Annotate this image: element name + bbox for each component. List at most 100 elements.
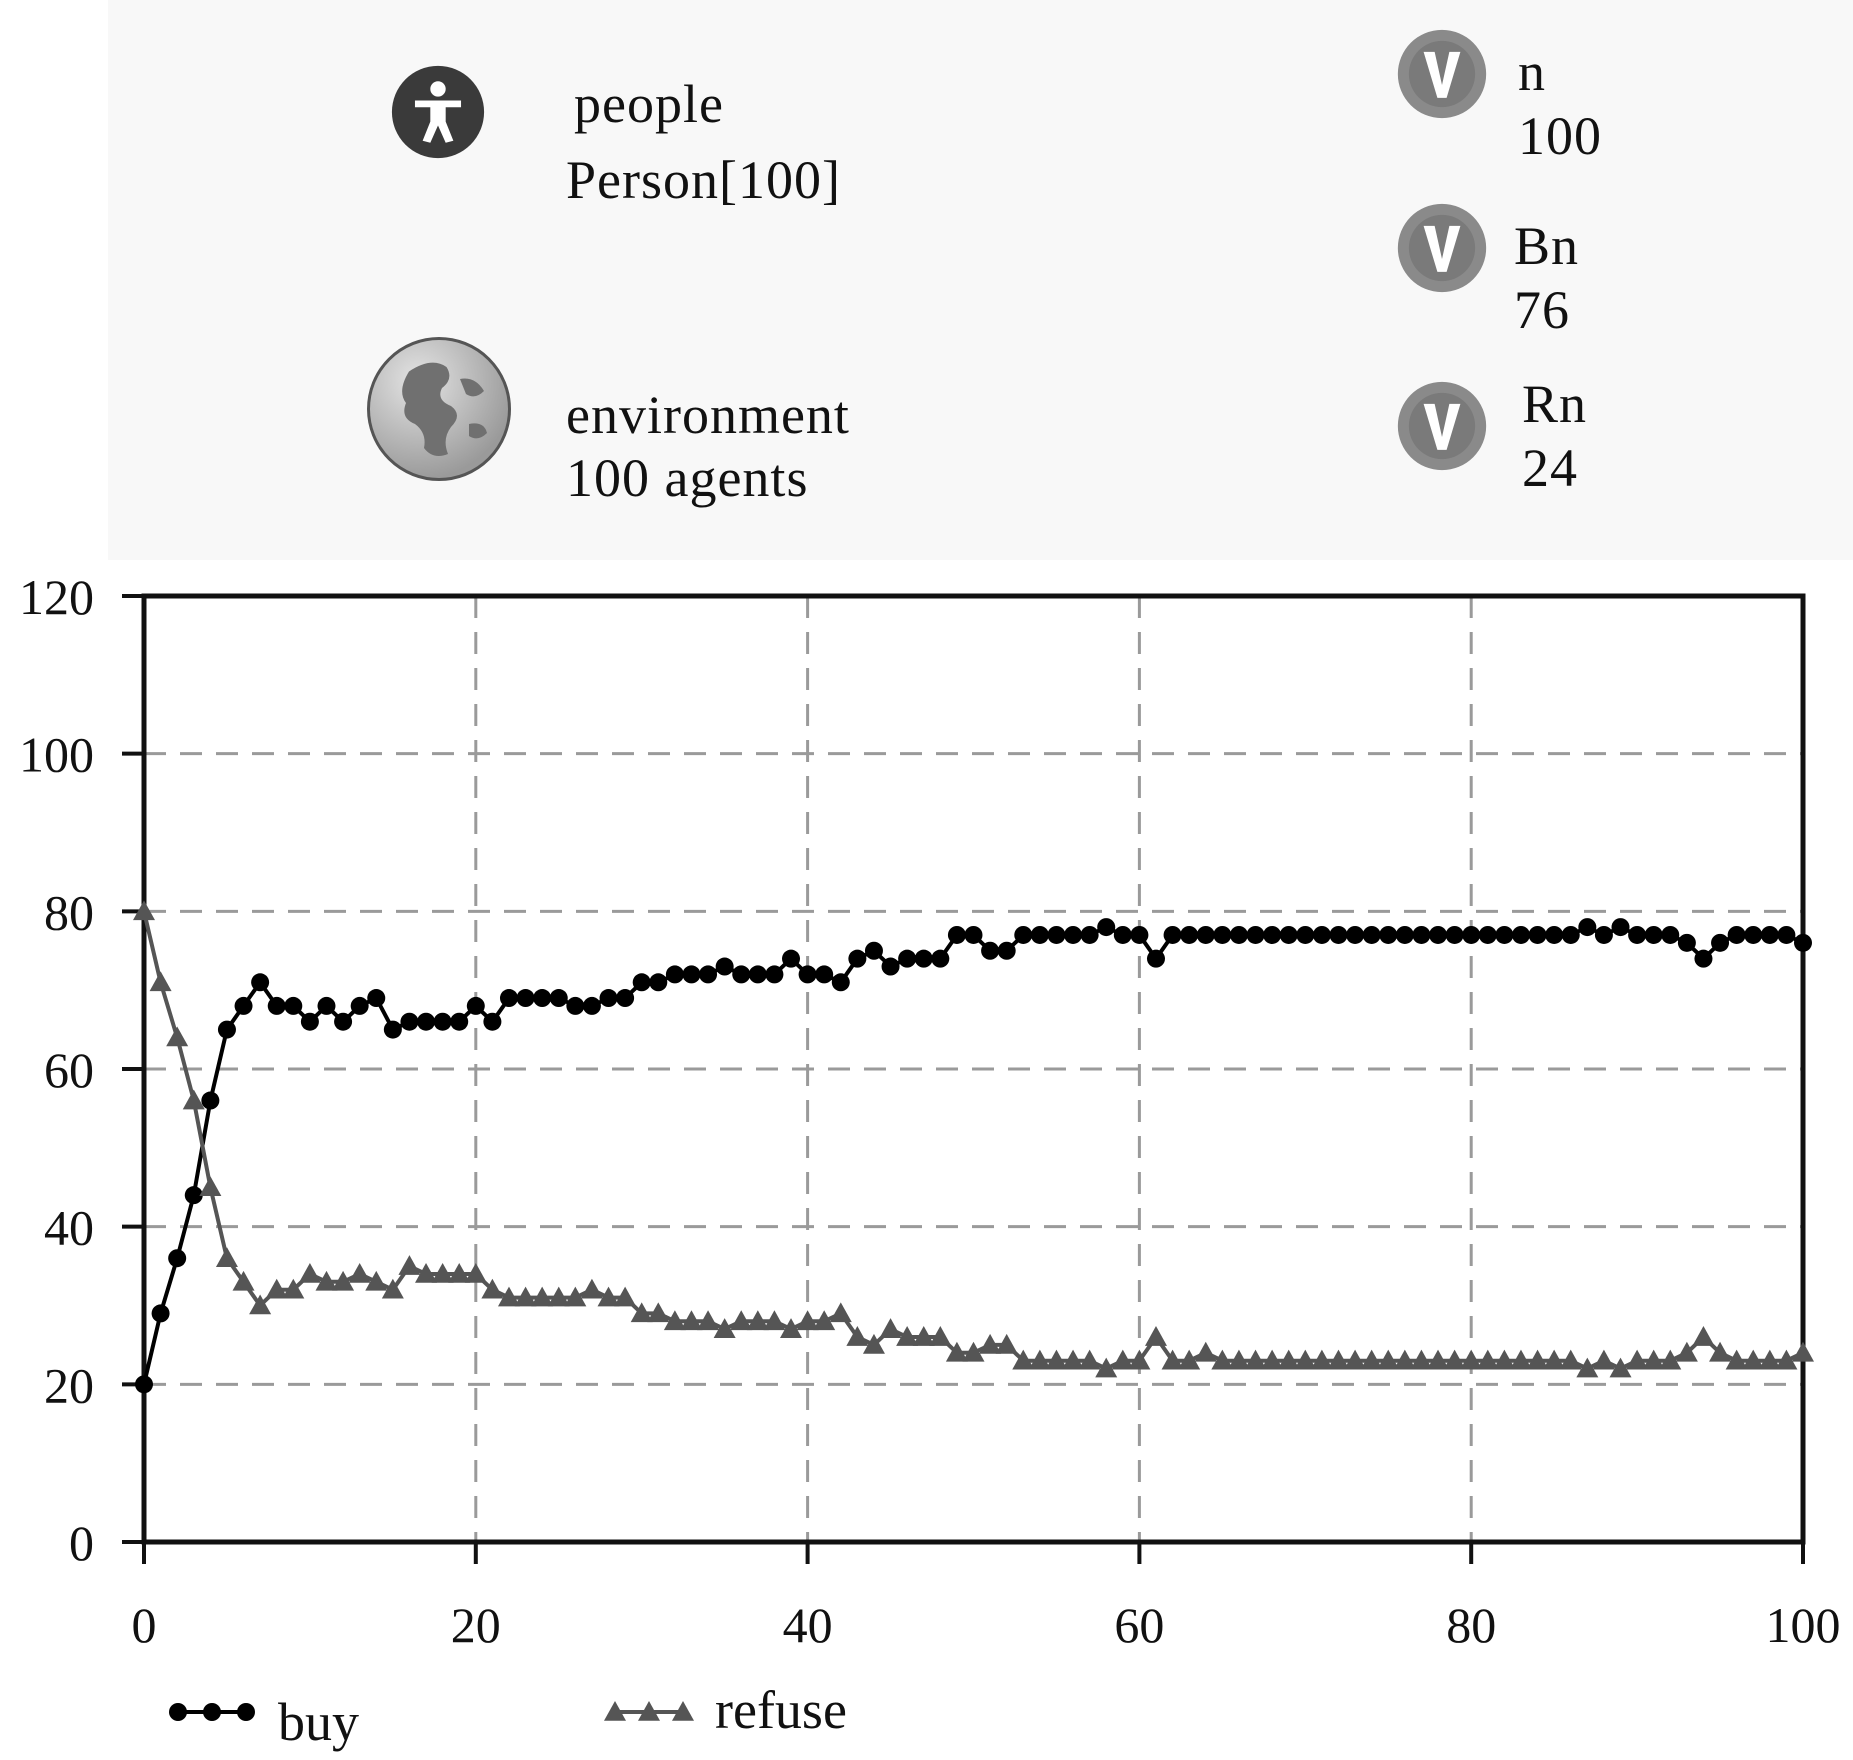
data-point-buy — [914, 949, 933, 968]
data-point-refuse — [1476, 1349, 1499, 1370]
data-point-buy — [549, 989, 568, 1008]
data-point-refuse — [580, 1278, 603, 1299]
data-point-buy — [1213, 925, 1232, 944]
variable-icon[interactable] — [1396, 380, 1488, 472]
data-point-refuse — [265, 1278, 288, 1299]
data-point-buy — [1429, 925, 1448, 944]
y-tick-label: 80 — [44, 884, 94, 940]
data-point-buy — [168, 1249, 187, 1268]
data-point-refuse — [862, 1333, 885, 1354]
data-point-refuse — [697, 1310, 720, 1331]
data-point-buy — [1395, 925, 1414, 944]
data-point-buy — [1362, 925, 1381, 944]
environment-name: environment — [566, 385, 850, 445]
data-point-buy — [466, 996, 485, 1015]
data-point-refuse — [912, 1326, 935, 1346]
data-point-refuse — [464, 1262, 487, 1283]
data-point-buy — [632, 973, 651, 992]
data-point-refuse — [763, 1310, 786, 1331]
data-point-refuse — [730, 1310, 753, 1331]
x-tick-label: 0 — [132, 1597, 157, 1653]
variable-bn-value: 76 — [1514, 280, 1570, 340]
data-point-buy — [450, 1012, 469, 1031]
data-point-buy — [251, 973, 270, 992]
variable-icon[interactable] — [1396, 202, 1488, 294]
data-point-buy — [483, 1012, 502, 1031]
data-point-refuse — [332, 1270, 355, 1291]
data-point-refuse — [614, 1286, 637, 1307]
data-point-refuse — [365, 1270, 388, 1291]
agent-population-name: people — [574, 74, 724, 134]
data-point-buy — [1628, 925, 1647, 944]
data-point-refuse — [298, 1262, 321, 1283]
data-point-buy — [383, 1020, 402, 1039]
data-point-refuse — [166, 1026, 189, 1047]
data-point-buy — [682, 965, 701, 984]
data-point-refuse — [1626, 1349, 1649, 1370]
data-point-buy — [1511, 925, 1530, 944]
data-point-buy — [234, 996, 253, 1015]
data-point-refuse — [1227, 1349, 1250, 1370]
data-point-refuse — [514, 1286, 537, 1307]
data-point-refuse — [962, 1341, 985, 1362]
data-point-buy — [931, 949, 950, 968]
data-point-buy — [1229, 925, 1248, 944]
data-point-refuse — [282, 1278, 305, 1299]
data-point-buy — [400, 1012, 419, 1031]
data-point-refuse — [497, 1286, 520, 1307]
data-point-buy — [665, 965, 684, 984]
y-tick-label: 20 — [44, 1357, 94, 1413]
globe-icon[interactable] — [364, 334, 514, 484]
legend-marker-buy — [237, 1703, 255, 1721]
data-point-buy — [533, 989, 552, 1008]
data-point-buy — [151, 1304, 170, 1323]
data-point-refuse — [663, 1310, 686, 1331]
data-point-refuse — [1576, 1357, 1599, 1378]
data-point-buy — [782, 949, 801, 968]
data-point-buy — [566, 996, 585, 1015]
series-line-buy — [142, 924, 1804, 1385]
variable-icon[interactable] — [1396, 28, 1488, 120]
y-tick-label: 120 — [19, 569, 94, 625]
data-point-refuse — [945, 1341, 968, 1362]
variable-rn-value: 24 — [1522, 438, 1578, 498]
data-point-buy — [649, 973, 668, 992]
data-point-refuse — [1261, 1349, 1284, 1370]
data-point-refuse — [1161, 1349, 1184, 1370]
data-point-refuse — [1144, 1326, 1167, 1346]
data-point-refuse — [995, 1333, 1018, 1354]
data-point-buy — [997, 941, 1016, 960]
agent-population-type: Person[100] — [566, 150, 841, 210]
data-point-buy — [715, 957, 734, 976]
data-point-buy — [616, 989, 635, 1008]
data-point-refuse — [1277, 1349, 1300, 1370]
series-line-refuse — [142, 910, 1804, 1371]
data-point-buy — [1312, 925, 1331, 944]
data-point-buy — [499, 989, 518, 1008]
person-icon[interactable] — [390, 64, 486, 160]
environment-count: 100 agents — [566, 448, 809, 508]
data-point-buy — [1727, 925, 1746, 944]
data-point-buy — [1030, 925, 1049, 944]
data-point-buy — [1180, 925, 1199, 944]
data-point-buy — [1760, 925, 1779, 944]
data-point-refuse — [780, 1318, 803, 1338]
data-point-buy — [267, 996, 286, 1015]
y-tick-label: 60 — [44, 1042, 94, 1098]
data-point-refuse — [1062, 1349, 1085, 1370]
data-point-buy — [1014, 925, 1033, 944]
data-point-buy — [1279, 925, 1298, 944]
data-point-refuse — [1709, 1341, 1732, 1362]
data-point-refuse — [1078, 1349, 1101, 1370]
data-point-refuse — [199, 1176, 222, 1197]
data-point-refuse — [1609, 1357, 1632, 1378]
x-tick-label: 80 — [1446, 1597, 1496, 1653]
data-point-buy — [831, 973, 850, 992]
data-point-buy — [1744, 925, 1763, 944]
data-point-buy — [1047, 925, 1066, 944]
data-point-refuse — [1211, 1349, 1234, 1370]
legend-marker-refuse — [672, 1701, 694, 1721]
data-point-refuse — [1012, 1349, 1035, 1370]
data-point-buy — [1113, 925, 1132, 944]
data-point-buy — [1545, 925, 1564, 944]
